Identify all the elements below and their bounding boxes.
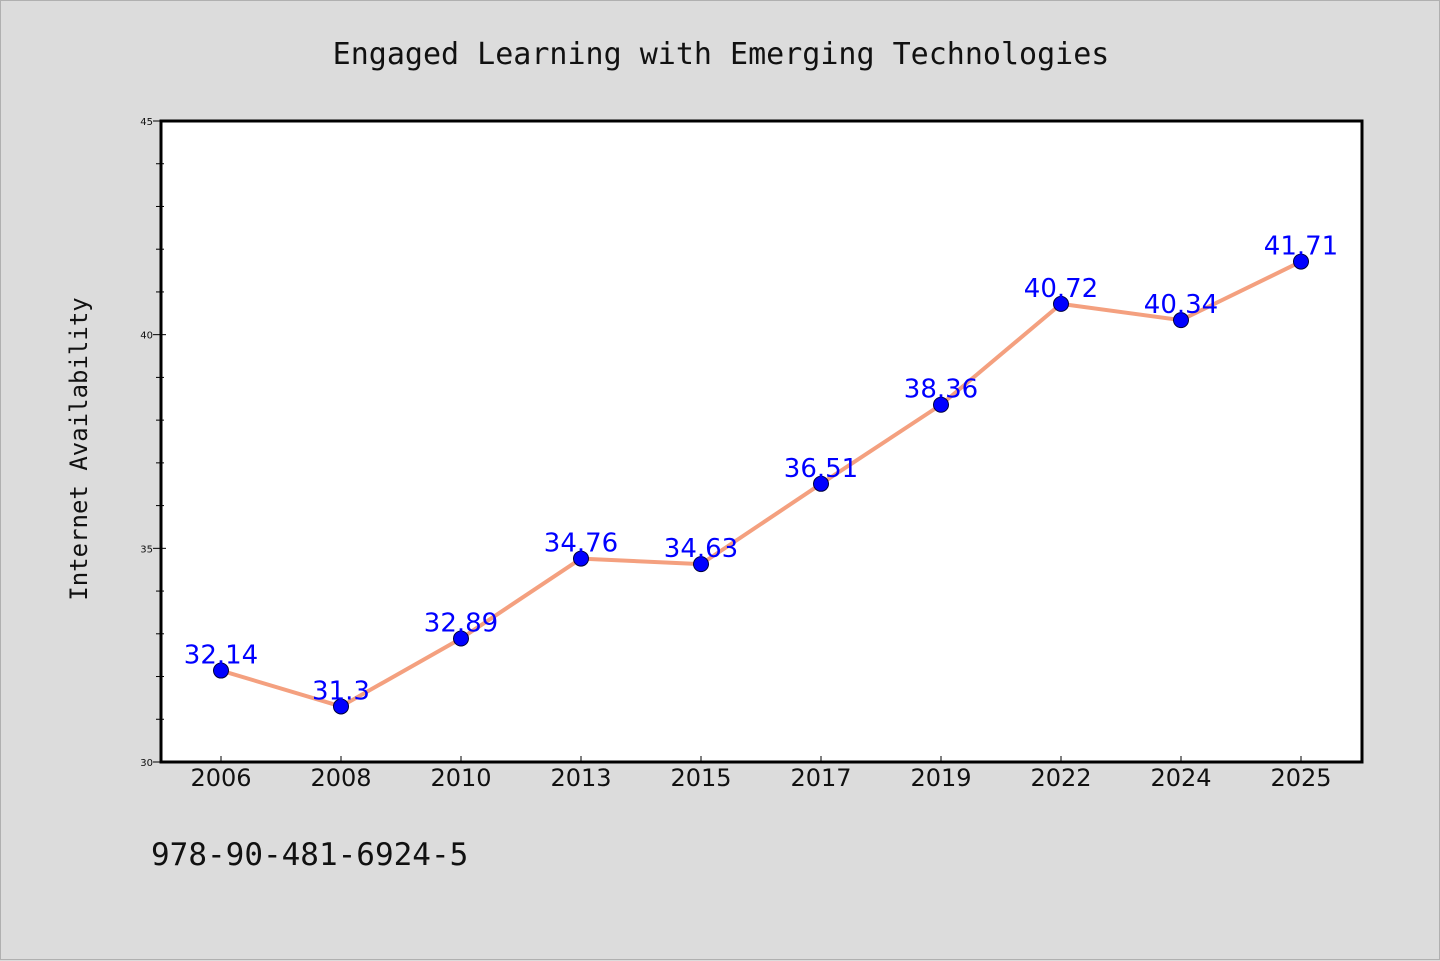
x-tick-label: 2019 xyxy=(910,764,971,792)
x-tick-label: 2024 xyxy=(1150,764,1211,792)
y-axis-label: Internet Availability xyxy=(65,297,93,600)
data-point xyxy=(933,396,949,413)
data-point xyxy=(453,630,469,647)
data-label: 41.71 xyxy=(1264,232,1338,262)
x-tick-label: 2006 xyxy=(190,764,251,792)
data-point xyxy=(213,662,229,679)
data-label: 38.36 xyxy=(904,375,978,405)
data-point xyxy=(1053,295,1069,312)
x-tick-label: 2010 xyxy=(430,764,491,792)
x-tick-label: 2017 xyxy=(790,764,851,792)
data-point xyxy=(693,556,709,573)
y-tick-label: 45 xyxy=(140,117,153,128)
data-label: 32.89 xyxy=(424,609,498,639)
data-point xyxy=(573,550,589,567)
x-tick-label: 2015 xyxy=(670,764,731,792)
data-label: 31.3 xyxy=(312,676,370,706)
x-axis: 2006 2008 2010 2013 2015 2017 2019 2022 2024 2025 xyxy=(190,756,1332,792)
data-label: 34.63 xyxy=(664,534,738,564)
data-point xyxy=(1293,253,1309,270)
data-labels: 32.14 31.3 32.89 34.76 34.63 36.51 38.36 40.72 4… xyxy=(184,232,1338,707)
x-tick-label: 2013 xyxy=(550,764,611,792)
data-point xyxy=(813,475,829,492)
y-tick-label: 35 xyxy=(140,544,153,555)
y-tick-label: 30 xyxy=(140,758,153,769)
x-tick-label: 2022 xyxy=(1030,764,1091,792)
data-point xyxy=(333,698,349,715)
plot-area xyxy=(159,119,1364,764)
x-tick-label: 2008 xyxy=(310,764,371,792)
x-tick-label: 2025 xyxy=(1270,764,1331,792)
chart-title: Engaged Learning with Emerging Technolog… xyxy=(333,37,1110,72)
data-label: 40.72 xyxy=(1024,274,1098,304)
data-label: 34.76 xyxy=(544,529,618,559)
data-label: 40.34 xyxy=(1144,290,1218,320)
y-tick-label: 40 xyxy=(140,331,153,342)
data-label: 36.51 xyxy=(784,454,858,484)
data-label: 32.14 xyxy=(184,641,258,671)
isbn-footnote: 978-90-481-6924-5 xyxy=(151,837,468,873)
data-markers xyxy=(213,253,1309,715)
data-point xyxy=(1173,312,1189,329)
y-axis: 30 35 40 45 xyxy=(140,117,166,769)
series-line xyxy=(220,259,1302,709)
